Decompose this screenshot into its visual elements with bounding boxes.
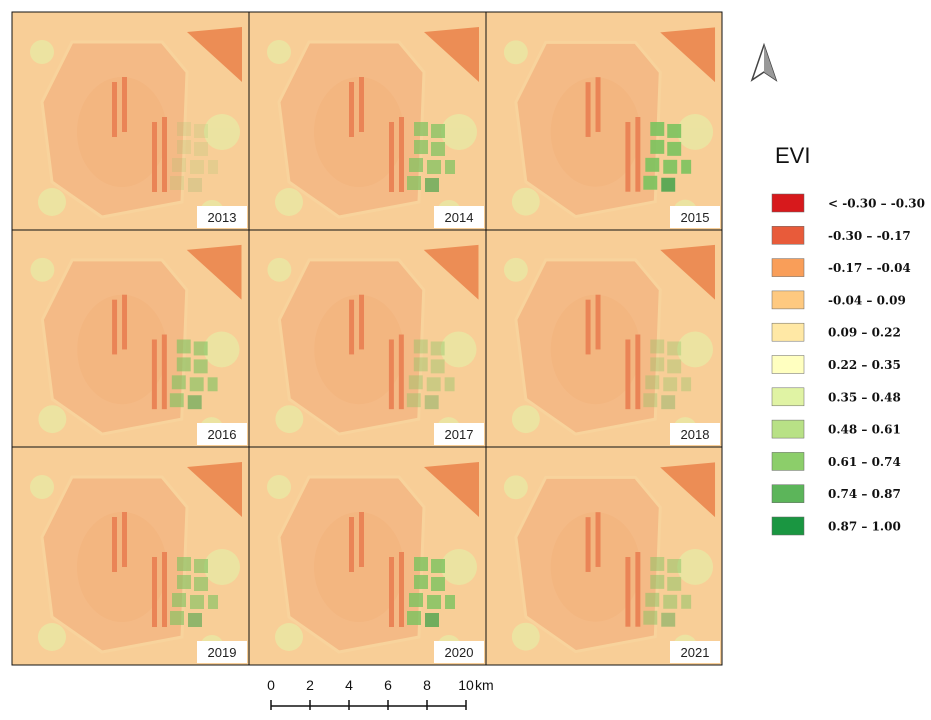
year-label-box	[197, 206, 247, 228]
legend-label: 0.35 – 0.48	[828, 390, 901, 404]
legend-swatch	[771, 419, 805, 439]
map-panel	[249, 12, 486, 230]
year-label-box	[197, 423, 247, 445]
scale-label: 2	[306, 677, 314, 693]
legend-title: EVI	[775, 143, 810, 168]
year-label: 2016	[208, 427, 237, 442]
north-arrow-shade	[764, 45, 776, 80]
legend-swatch	[771, 387, 805, 407]
year-label-box	[670, 206, 720, 228]
legend-label: -0.30 – -0.17	[828, 229, 911, 243]
legend-label: 0.48 – 0.61	[828, 423, 901, 437]
legend-label: -0.04 – 0.09	[828, 293, 906, 307]
year-label: 2013	[208, 210, 237, 225]
year-label-box	[434, 423, 484, 445]
year-label: 2018	[681, 427, 710, 442]
legend-swatch	[771, 322, 805, 342]
legend-swatch	[771, 290, 805, 310]
legend-label: 0.22 – 0.35	[828, 358, 901, 372]
scale-label: 6	[384, 677, 392, 693]
year-label: 2021	[681, 645, 710, 660]
legend-label: 0.74 – 0.87	[828, 487, 901, 501]
scale-label: 8	[423, 677, 431, 693]
scale-label: 4	[345, 677, 353, 693]
panel-border	[485, 446, 723, 666]
year-label-box	[670, 423, 720, 445]
map-panel	[249, 230, 486, 447]
legend-swatch	[771, 484, 805, 503]
legend-swatch	[771, 452, 805, 471]
map-panel	[249, 447, 486, 665]
legend-swatch	[771, 355, 805, 374]
legend-label: 0.09 – 0.22	[828, 326, 901, 340]
map-panel	[12, 447, 249, 665]
year-label-box	[670, 641, 720, 663]
year-label: 2019	[208, 645, 237, 660]
year-label-box	[197, 641, 247, 663]
year-label: 2017	[445, 427, 474, 442]
legend-label: -0.17 – -0.04	[828, 261, 911, 275]
map-panel	[12, 230, 249, 447]
year-label: 2014	[445, 210, 474, 225]
year-label-box	[434, 206, 484, 228]
map-panel	[486, 447, 722, 665]
map-panel	[12, 12, 249, 230]
legend-label: < -0.30 – -0.30	[828, 197, 925, 211]
scale-label: 0	[267, 677, 275, 693]
map-panel	[486, 230, 722, 447]
scale-label: 10	[458, 677, 474, 693]
map-panel	[486, 12, 722, 230]
legend-label: 0.61 – 0.74	[828, 455, 901, 469]
year-label-box	[434, 641, 484, 663]
scale-unit: km	[475, 677, 494, 693]
legend-label: 0.87 – 1.00	[828, 520, 901, 534]
legend-swatch	[771, 193, 805, 213]
legend-swatch	[771, 258, 805, 277]
legend-swatch	[771, 516, 805, 536]
year-label: 2020	[445, 645, 474, 660]
legend-swatch	[771, 226, 805, 245]
year-label: 2015	[681, 210, 710, 225]
